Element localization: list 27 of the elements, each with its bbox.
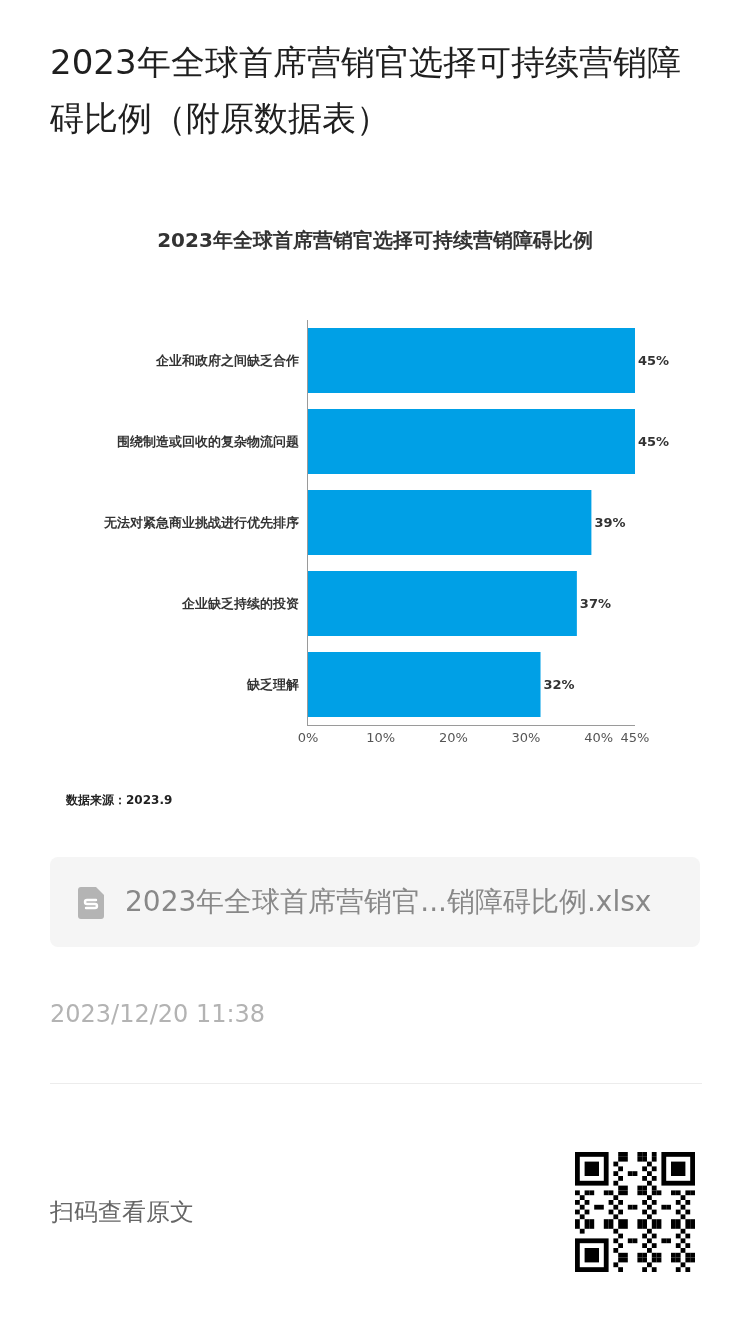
x-tick-label: 0% [297,729,319,745]
file-card: 2023年全球首席营销官...销障碍比例.xlsx [50,857,700,947]
source-note: 数据来源：2023.9 [66,792,173,809]
y-tick-label: 围绕制造或回收的复杂物流问题 [116,433,299,449]
bar [308,409,635,474]
data-label: 45% [638,353,670,368]
x-tick-label: 20% [438,729,468,745]
data-label: 32% [543,677,575,692]
x-tick-label: 40% [584,729,614,745]
x-tick-label: 10% [366,729,396,745]
y-tick-label: 缺乏理解 [245,676,299,692]
x-tick-label: 30% [511,729,541,745]
data-label: 45% [638,434,670,449]
x-tick-label: 45% [620,729,650,745]
data-label: 37% [579,596,611,611]
bar [308,571,577,636]
text: 2023/12/20 11:38 [50,1000,266,1028]
bar [308,328,635,393]
y-tick-label: 企业缺乏持续的投资 [180,595,299,611]
chart-title: 2023年全球首席营销官选择可持续营销障碍比例（附原数据表） [50,41,682,140]
bar [308,490,592,555]
text: 扫码查看原文 [50,1197,194,1228]
data-label: 39% [594,515,626,530]
bar [308,652,541,717]
y-tick-label: 无法对紧急商业挑战进行优先排序 [102,514,299,530]
y-tick-label: 企业和政府之间缺乏合作 [154,352,299,368]
chart-subtitle: 2023年全球首席营销官选择可持续营销障碍比例 [157,228,593,252]
